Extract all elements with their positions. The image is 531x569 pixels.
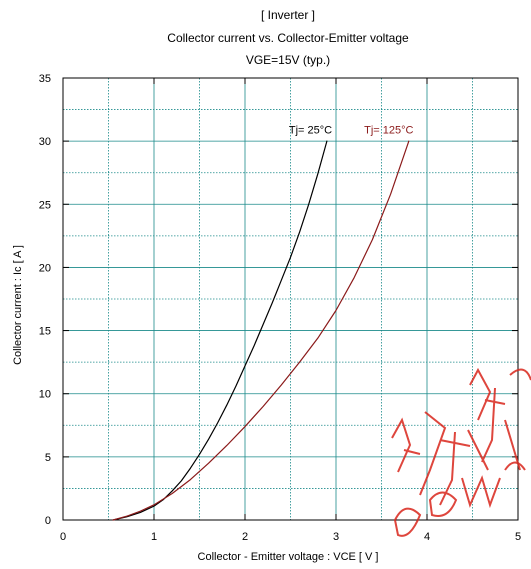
series-line-tj-25c bbox=[112, 140, 328, 521]
x-tick-label: 5 bbox=[515, 531, 521, 543]
y-tick-label: 0 bbox=[45, 515, 51, 527]
y-tick-label: 30 bbox=[39, 136, 51, 148]
y-tick-label: 25 bbox=[39, 199, 51, 211]
chart-subtitle-1: Collector current vs. Collector-Emitter … bbox=[167, 31, 409, 45]
x-tick-label: 4 bbox=[424, 531, 430, 543]
y-tick-label: 5 bbox=[45, 452, 51, 464]
series-label-tj-125c: Tj= 125°C bbox=[364, 125, 413, 137]
series-layer bbox=[112, 140, 410, 521]
plot-frame bbox=[62, 77, 519, 521]
x-axis-label: Collector - Emitter voltage : VCE [ V ] bbox=[198, 551, 379, 563]
y-tick-label: 15 bbox=[39, 326, 51, 338]
x-tick-label: 3 bbox=[333, 531, 339, 543]
grid bbox=[63, 78, 518, 520]
y-axis-label: Collector current : Ic [ A ] bbox=[12, 245, 24, 365]
chart-title: [ Inverter ] bbox=[261, 8, 315, 22]
x-tick-label: 2 bbox=[242, 531, 248, 543]
x-tick-label: 0 bbox=[60, 531, 66, 543]
ticks: 0 1 2 3 4 5 0 5 10 15 20 25 30 35 bbox=[39, 73, 521, 543]
x-tick-label: 1 bbox=[151, 531, 157, 543]
watermark-logo bbox=[391, 367, 531, 537]
series-label-tj-25c: Tj= 25°C bbox=[289, 125, 332, 137]
annotations: Tj= 25°C Tj= 125°C bbox=[289, 125, 414, 137]
y-tick-label: 35 bbox=[39, 73, 51, 85]
series-line-tj-125c bbox=[112, 140, 410, 521]
chart-subtitle-2: VGE=15V (typ.) bbox=[246, 53, 330, 67]
y-tick-label: 10 bbox=[39, 389, 51, 401]
y-tick-label: 20 bbox=[39, 262, 51, 274]
plot-border bbox=[62, 77, 519, 521]
